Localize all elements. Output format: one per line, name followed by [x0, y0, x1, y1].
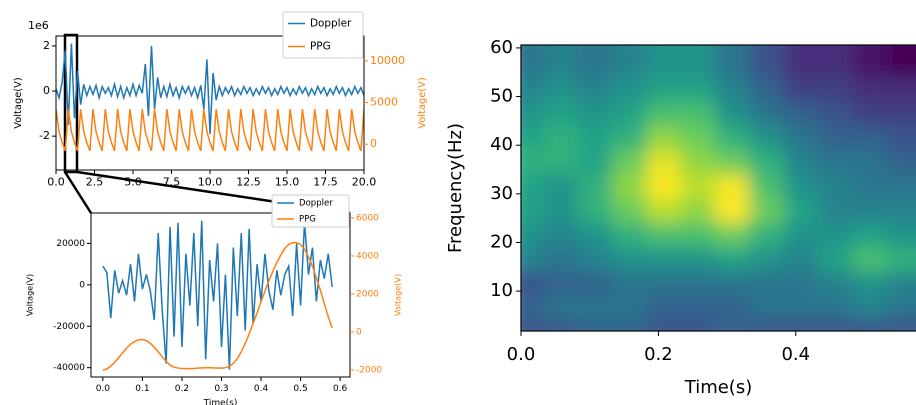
- heatmap-clip: [521, 45, 916, 331]
- y-tick-label: 30: [490, 183, 513, 204]
- legend-label: PPG: [310, 41, 331, 53]
- x-tick-label: 0.2: [644, 344, 673, 365]
- y2-tick-label: -2000: [356, 365, 382, 375]
- y-offset-label: 1e6: [28, 19, 49, 32]
- series-line: [56, 43, 364, 134]
- y-tick-label: 20: [490, 231, 513, 252]
- y-tick-label: -2: [39, 129, 50, 142]
- x-tick-label: 0.4: [781, 344, 810, 365]
- plot-frame: [90, 212, 351, 378]
- x-tick-label: 0.3: [214, 384, 228, 394]
- x-tick-label: 15.0: [275, 176, 300, 189]
- zoom-box: [63, 33, 79, 174]
- y2-axis-label: Voltage(V): [393, 274, 403, 316]
- x-tick-label: 5.0: [124, 176, 142, 189]
- y2-axis-label: Voltage(V): [417, 77, 428, 129]
- y2-tick-label: 5000: [370, 96, 398, 109]
- y2-tick-label: 10000: [370, 54, 405, 67]
- x-tick-label: 0.5: [293, 384, 307, 394]
- legend-label: Doppler: [310, 18, 352, 30]
- x-tick-label: 10.0: [198, 176, 223, 189]
- plot-frame: [520, 44, 916, 332]
- heat-cell: [886, 45, 916, 77]
- x-tick-label: 0.0: [507, 344, 536, 365]
- y2-tick-label: 6000: [356, 213, 379, 223]
- y-tick-label: -40000: [53, 363, 85, 373]
- y-tick-label: 60: [490, 37, 513, 58]
- heatmap: [521, 45, 916, 331]
- y2-tick-label: 2000: [356, 289, 379, 299]
- x-tick-label: 17.5: [313, 176, 338, 189]
- y-tick-label: 10: [490, 280, 513, 301]
- series-line: [56, 109, 364, 152]
- series-line: [102, 241, 333, 371]
- y2-tick-label: 0: [370, 137, 377, 150]
- x-tick-label: 0.4: [254, 384, 269, 394]
- legend-label: Doppler: [299, 199, 333, 209]
- x-axis-label: Time(s): [684, 377, 752, 398]
- legend-label: PPG: [299, 215, 316, 225]
- y-axis-label: Voltage(V): [13, 77, 24, 129]
- x-tick-label: 0.0: [96, 384, 111, 394]
- x-axis-label: Time(s): [203, 399, 238, 405]
- y2-tick-label: 4000: [356, 251, 379, 261]
- y-tick-label: -20000: [53, 322, 85, 332]
- x-tick-label: 2.5: [86, 176, 104, 189]
- y-tick-label: 20000: [56, 239, 85, 249]
- y-tick-label: 0: [43, 84, 50, 97]
- x-tick-label: 7.5: [163, 176, 181, 189]
- y-axis-label: Frequency(Hz): [445, 123, 466, 253]
- zoom-connector: [63, 171, 93, 214]
- x-tick-label: 0.0: [47, 176, 65, 189]
- y-tick-label: 40: [490, 134, 513, 155]
- x-tick-label: 0.2: [175, 384, 189, 394]
- x-tick-label: 0.1: [135, 384, 149, 394]
- y-axis-label: Voltage(V): [25, 274, 35, 316]
- y2-tick-label: 0: [356, 327, 362, 337]
- y-tick-label: 0: [79, 280, 85, 290]
- x-tick-label: 20.0: [352, 176, 377, 189]
- series-line: [102, 220, 333, 370]
- y-tick-label: 2: [43, 39, 50, 52]
- x-tick-label: 0.6: [333, 384, 348, 394]
- y-tick-label: 50: [490, 86, 513, 107]
- x-tick-label: 12.5: [236, 176, 261, 189]
